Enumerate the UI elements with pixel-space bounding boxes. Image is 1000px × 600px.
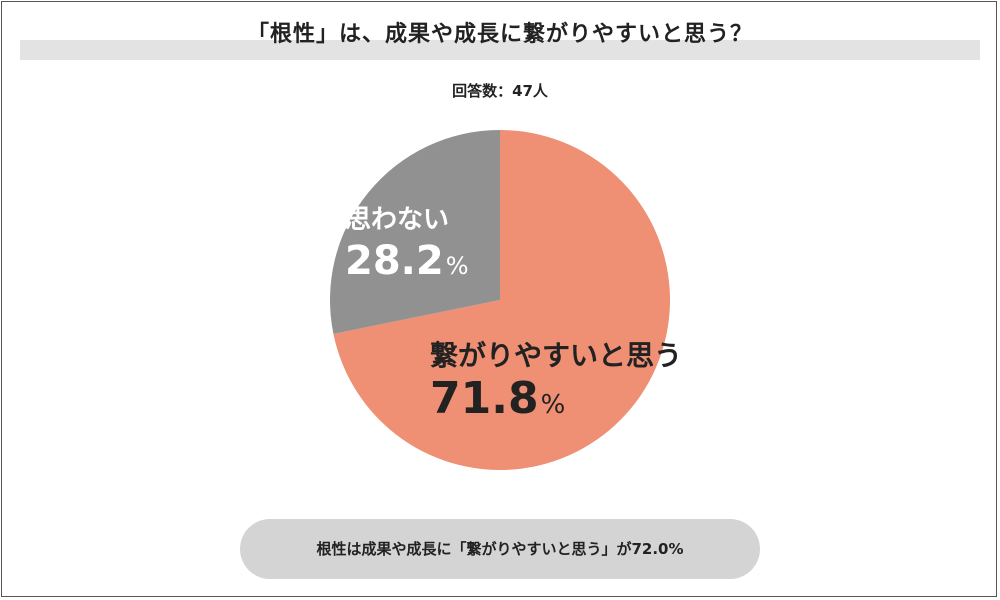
slice-label-1: 繋がりやすいと思う <box>430 339 682 372</box>
slice-label-2: 思わない <box>345 205 449 235</box>
pie-slice-1 <box>333 130 670 471</box>
slice-value-1: 71.8% <box>430 373 565 424</box>
pie-slice-2 <box>330 130 500 334</box>
title-bar <box>20 40 980 60</box>
slice-value-2: 28.2% <box>345 238 469 284</box>
summary-pill: 根性は成果や成長に「繋がりやすいと思う」が72.0% <box>240 519 760 579</box>
chart-title: 「根性」は、成果や成長に繋がりやすいと思う？ <box>246 22 753 47</box>
respondent-count: 回答数：47人 <box>452 82 548 100</box>
summary-text: 根性は成果や成長に「繋がりやすいと思う」が72.0% <box>316 540 684 558</box>
